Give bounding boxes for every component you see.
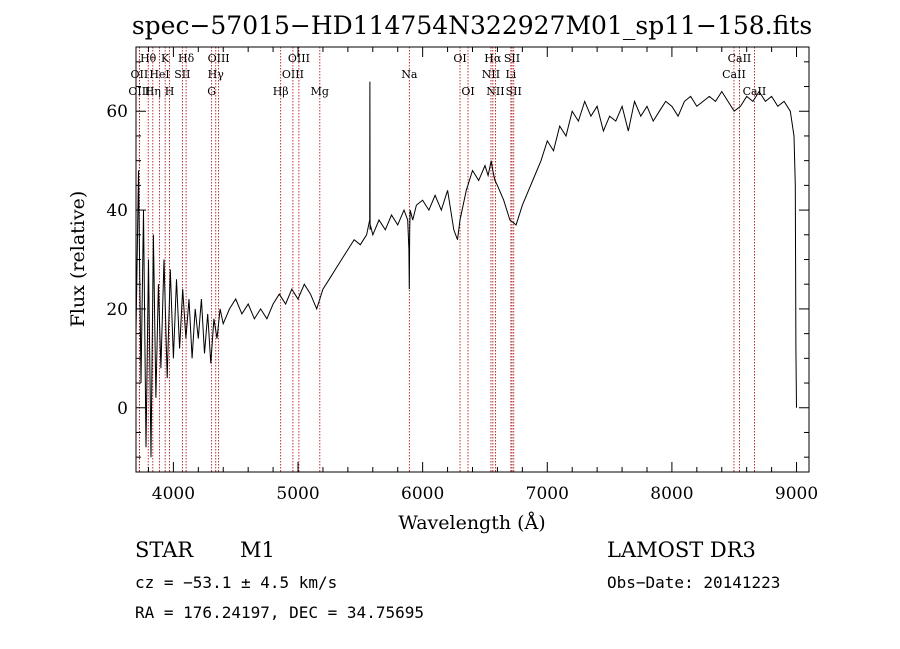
spectral-line-label: Na [401,68,418,81]
spectral-line-label: Hθ [140,52,157,65]
spectral-line-label: Hγ [208,68,225,81]
spectral-line-label: OIII [282,68,304,81]
spectral-line-label: Mg [311,85,329,98]
observation-date: Obs−Date: 20141223 [607,573,781,592]
spectral-line-label: Hη [145,85,161,98]
spectral-line-label: OIII [208,52,230,65]
spectral-line-label: NII [482,68,500,81]
spectral-line-label: H [165,85,175,98]
y-tick-label: 20 [106,300,128,320]
chart-title: spec−57015−HD114754N322927M01_sp11−158.f… [132,11,812,40]
x-tick-label: 5000 [276,484,319,504]
coordinates: RA = 176.24197, DEC = 34.75695 [135,603,424,622]
plot-frame [135,46,810,473]
spectral-line-label: Hβ [273,85,289,98]
spectral-line-label: Li [505,68,516,81]
survey-name: LAMOST DR3 [607,538,756,562]
spectral-line-label: SII [506,85,522,98]
redshift-velocity: cz = −53.1 ± 4.5 km/s [135,573,338,592]
spectral-line-label: Hα [484,52,502,65]
spectral-line-label: OIII [288,52,310,65]
x-tick-label: 4000 [152,484,195,504]
spectral-line-label: OIII [128,85,150,98]
spectral-line-label: OII [131,68,149,81]
y-tick-label: 40 [106,201,128,221]
x-axis-ticks: 4000 5000 6000 7000 8000 9000 [147,47,818,504]
spectral-line-label: K [161,52,170,65]
x-tick-label: 7000 [526,484,569,504]
spectral-line-label: NII [486,85,504,98]
spectral-line-label: CaII [743,85,767,98]
y-tick-label: 0 [117,399,128,419]
object-class: STAR [135,538,194,562]
x-axis-label: Wavelength (Å) [398,512,545,534]
x-tick-label: 9000 [775,484,818,504]
x-tick-label: 6000 [401,484,444,504]
x-tick-label: 8000 [650,484,693,504]
spectral-line-markers [138,47,755,472]
spectral-line-label: Hδ [178,52,195,65]
subclass: M1 [240,538,275,562]
y-axis-ticks: 0 20 40 60 [106,61,809,458]
spectral-line-label: SII [504,52,520,65]
spectral-line-label: SII [174,68,190,81]
spectral-line-label: HeI [149,68,169,81]
y-tick-label: 60 [106,102,128,122]
spectral-line-label: OI [461,85,474,98]
spectral-line-label: CaII [728,52,752,65]
spectral-line-label: CaII [722,68,746,81]
y-axis-label: Flux (relative) [67,191,89,328]
spectral-line-label: G [207,85,216,98]
spectral-line-label: OI [453,52,466,65]
spectrum-line [135,81,797,458]
